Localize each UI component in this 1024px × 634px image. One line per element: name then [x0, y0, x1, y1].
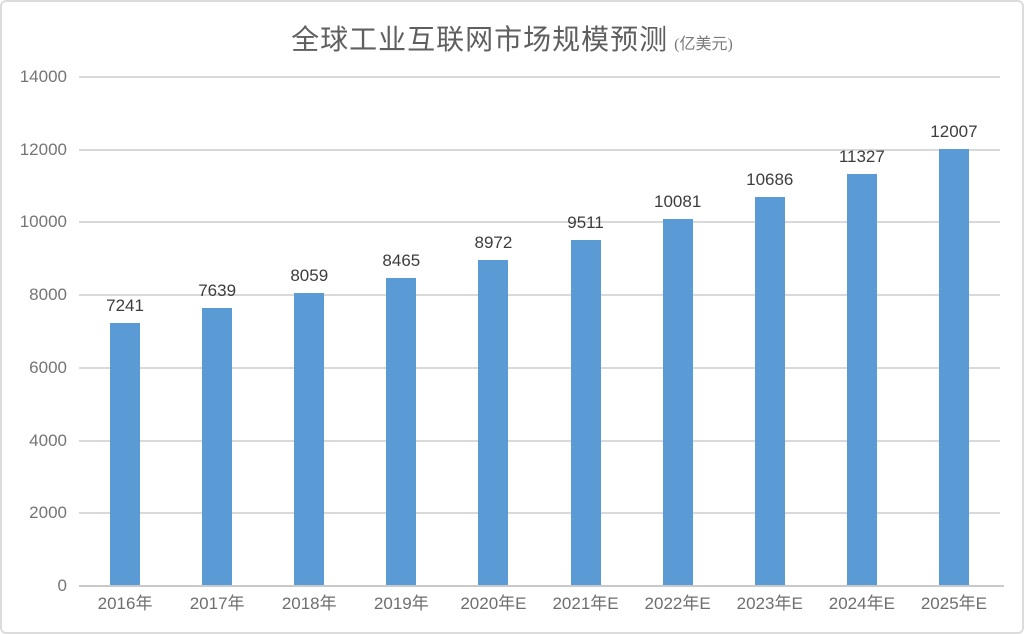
x-axis-category-label: 2024年E	[828, 594, 895, 613]
bar-value-label: 10686	[746, 170, 794, 190]
chart-title-row: 全球工业互联网市场规模预测 (亿美元)	[2, 18, 1022, 58]
x-axis-category-label: 2025年E	[920, 594, 988, 613]
y-axis-tick-label: 4000	[29, 430, 67, 450]
x-axis-category-label: 2016年	[97, 594, 153, 613]
x-axis-category-label: 2020年E	[460, 594, 527, 613]
bar-value-label: 11327	[838, 147, 885, 167]
x-axis-category-label: 2019年	[373, 594, 429, 613]
bar	[202, 308, 233, 586]
bar-value-label: 8972	[474, 232, 513, 252]
y-axis-tick-label: 6000	[29, 357, 67, 377]
bar	[846, 174, 877, 586]
gridline	[79, 294, 1000, 297]
x-axis-category-label: 2023年E	[736, 594, 803, 613]
bar-value-label: 8465	[382, 251, 421, 271]
bar	[110, 322, 141, 586]
x-axis-category-label: 2021年E	[552, 594, 619, 613]
bar	[386, 278, 417, 586]
bar	[294, 292, 325, 586]
bar-value-label: 8059	[290, 265, 329, 285]
gridline	[79, 221, 1000, 224]
bar-value-label: 10081	[654, 192, 702, 212]
gridline	[79, 76, 1000, 78]
bar	[570, 240, 601, 586]
gridline	[79, 148, 1000, 151]
chart-title: 全球工业互联网市场规模预测	[291, 25, 669, 56]
y-axis-tick-label: 8000	[29, 285, 67, 305]
bar	[478, 259, 509, 586]
bar	[662, 219, 693, 586]
x-axis-category-label: 2017年	[189, 594, 245, 613]
gridline	[79, 512, 1000, 515]
bar-value-label: 7241	[106, 295, 144, 315]
gridline	[79, 439, 1000, 442]
bar-value-label: 12007	[930, 122, 978, 142]
x-axis-category-label: 2018年	[281, 594, 337, 613]
bar	[754, 197, 785, 586]
y-axis-tick-label: 14000	[19, 67, 67, 86]
bar-value-label: 9511	[567, 213, 604, 233]
y-axis-tick-label: 10000	[19, 212, 67, 232]
gridline	[79, 366, 1000, 369]
chart-subtitle: (亿美元)	[674, 36, 733, 53]
y-axis-tick-label: 0	[57, 576, 67, 595]
x-axis-line	[79, 585, 1004, 587]
x-axis-category-label: 2022年E	[644, 594, 711, 613]
bar	[938, 149, 969, 586]
y-axis-tick-label: 12000	[19, 139, 67, 159]
bar-value-label: 7639	[198, 281, 237, 301]
y-axis-tick-label: 2000	[29, 503, 67, 523]
